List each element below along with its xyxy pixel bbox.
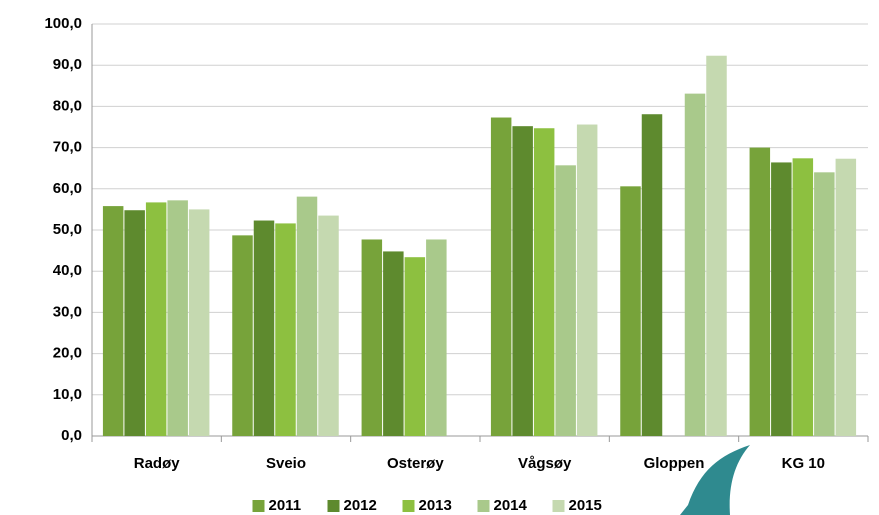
bar xyxy=(533,128,555,436)
legend-label: 2011 xyxy=(269,497,302,514)
x-tick-label: Vågsøy xyxy=(518,455,572,472)
x-tick-label: KG 10 xyxy=(782,455,825,472)
bar xyxy=(145,202,167,436)
legend-label: 2015 xyxy=(569,497,602,514)
bar xyxy=(771,162,792,436)
y-tick-label: 0,0 xyxy=(61,427,82,444)
y-tick-label: 90,0 xyxy=(53,56,82,73)
legend-swatch xyxy=(327,500,340,512)
x-tick-label: Gloppen xyxy=(644,455,705,472)
bar xyxy=(576,124,598,436)
legend-label: 2012 xyxy=(344,497,377,514)
bar xyxy=(318,215,339,436)
bar xyxy=(749,147,771,436)
bar xyxy=(706,55,727,436)
y-tick-label: 50,0 xyxy=(53,221,82,238)
bar xyxy=(232,235,253,436)
bar xyxy=(684,93,706,437)
x-tick-label: Osterøy xyxy=(387,455,444,472)
bar xyxy=(361,239,383,436)
bar xyxy=(296,196,318,436)
bar xyxy=(620,186,641,436)
y-tick-label: 60,0 xyxy=(53,180,82,197)
legend-swatch xyxy=(252,500,265,512)
y-tick-label: 20,0 xyxy=(53,345,82,362)
x-tick-label: Sveio xyxy=(266,455,306,472)
y-tick-label: 80,0 xyxy=(53,97,82,114)
bar xyxy=(383,251,404,436)
x-tick-label: Radøy xyxy=(134,455,181,472)
y-tick-label: 40,0 xyxy=(53,262,82,279)
bar xyxy=(167,200,188,436)
bar xyxy=(490,117,512,437)
y-tick-label: 30,0 xyxy=(53,303,82,320)
bar xyxy=(275,223,296,436)
bar xyxy=(102,206,124,436)
y-tick-label: 10,0 xyxy=(53,386,82,403)
bar xyxy=(835,158,857,436)
legend-swatch xyxy=(477,500,490,512)
legend-label: 2014 xyxy=(494,497,528,514)
legend-swatch xyxy=(402,500,415,512)
logo-shape xyxy=(680,445,750,515)
bar xyxy=(555,165,576,437)
bar xyxy=(641,114,663,436)
bar xyxy=(814,172,835,436)
bar xyxy=(792,158,814,436)
bar xyxy=(188,209,210,436)
bar xyxy=(404,257,426,436)
y-tick-label: 70,0 xyxy=(53,139,82,156)
legend-swatch xyxy=(552,500,565,512)
y-tick-label: 100,0 xyxy=(44,15,82,32)
bar xyxy=(124,210,145,436)
bar xyxy=(253,220,275,436)
legend-label: 2013 xyxy=(419,497,452,514)
bar xyxy=(426,239,447,436)
bar xyxy=(512,126,533,437)
